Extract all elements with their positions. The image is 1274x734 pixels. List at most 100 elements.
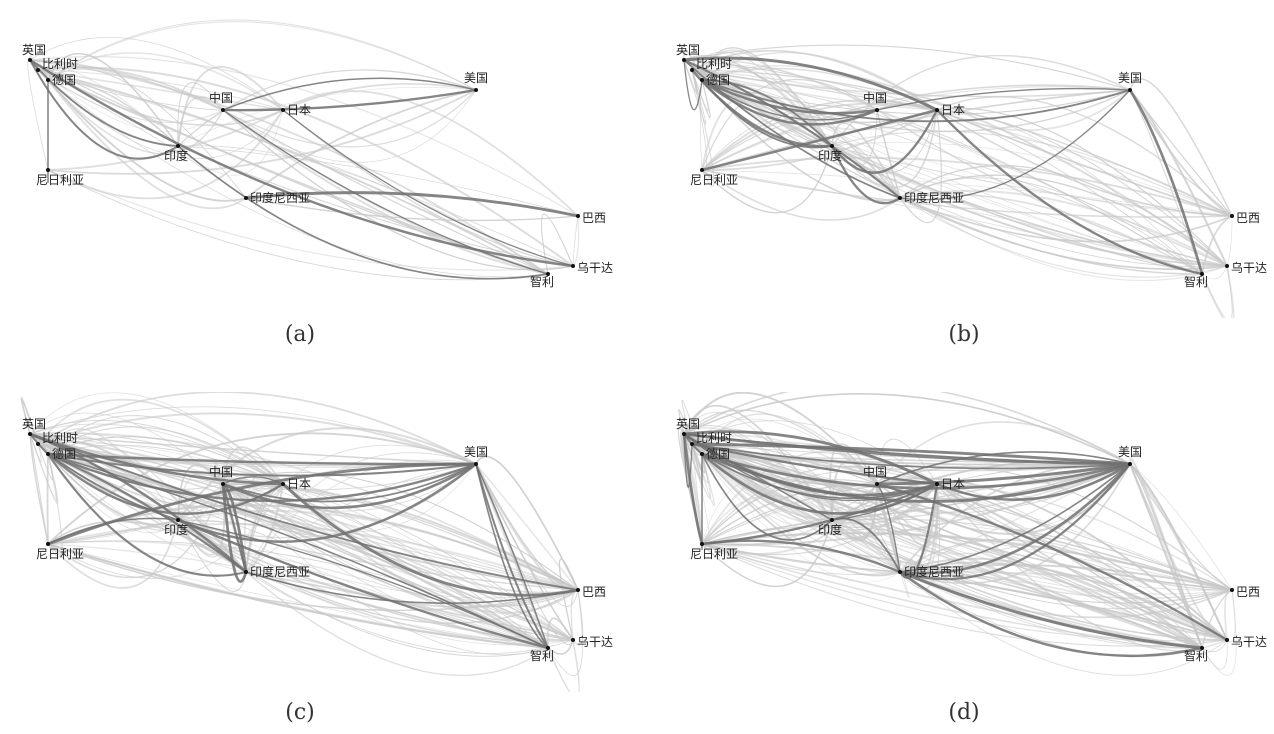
edge-light bbox=[683, 433, 1228, 641]
node-label-id: 印度尼西亚 bbox=[250, 190, 310, 205]
edge-light bbox=[37, 61, 49, 81]
node-label-jp: 日本 bbox=[287, 477, 311, 491]
edge-light bbox=[222, 483, 549, 649]
edge-light bbox=[831, 489, 901, 573]
edge-dark bbox=[222, 463, 477, 503]
edge-dark bbox=[475, 463, 549, 649]
edge-light bbox=[47, 519, 179, 589]
edge-light bbox=[701, 109, 938, 171]
node-label-id: 印度尼西亚 bbox=[250, 564, 310, 579]
edge-light bbox=[701, 169, 901, 221]
edge-dark bbox=[475, 463, 549, 649]
edge-light bbox=[701, 145, 833, 214]
edge-dark bbox=[899, 89, 1131, 201]
edge-light bbox=[547, 639, 574, 655]
edge-light bbox=[1201, 215, 1233, 280]
node-br bbox=[576, 214, 580, 218]
node-ng bbox=[700, 542, 704, 546]
edge-light bbox=[29, 433, 49, 545]
edge-light bbox=[683, 392, 1131, 465]
edge-light bbox=[876, 421, 1131, 485]
node-id bbox=[898, 570, 902, 574]
node-label-de: 德国 bbox=[706, 72, 730, 87]
edge-light bbox=[936, 109, 1203, 275]
edge-light bbox=[683, 393, 1131, 465]
edge-light bbox=[37, 69, 224, 123]
edge-light bbox=[222, 109, 549, 275]
node-label-cn: 中国 bbox=[863, 464, 887, 479]
edge-light bbox=[47, 432, 477, 545]
node-be bbox=[36, 442, 40, 446]
edge-light bbox=[47, 519, 179, 545]
edge-dark bbox=[222, 77, 477, 111]
edge-light bbox=[37, 69, 224, 155]
edge-dark bbox=[831, 109, 939, 174]
edge-light bbox=[29, 55, 579, 217]
edge-dark bbox=[282, 109, 574, 267]
edge-light bbox=[47, 540, 549, 649]
node-us bbox=[474, 88, 478, 92]
edge-light bbox=[47, 543, 549, 649]
edge-dark bbox=[29, 432, 247, 573]
edge-light bbox=[936, 107, 1228, 267]
node-label-jp: 日本 bbox=[941, 103, 965, 117]
edge-light bbox=[47, 79, 247, 202]
node-ug bbox=[571, 638, 575, 642]
edge-light bbox=[245, 571, 574, 654]
edge-light bbox=[701, 99, 938, 171]
edge-dark bbox=[876, 462, 1131, 486]
edge-light bbox=[47, 543, 549, 649]
edge-light bbox=[683, 44, 1131, 91]
edge-light bbox=[936, 483, 1203, 652]
edge-light bbox=[37, 412, 477, 465]
edge-light bbox=[831, 145, 1203, 275]
edge-light bbox=[899, 563, 1233, 591]
node-ug bbox=[571, 264, 575, 268]
node-label-de: 德国 bbox=[706, 446, 730, 461]
edge-dark bbox=[475, 463, 549, 649]
node-cn bbox=[221, 108, 225, 112]
edge-light bbox=[1201, 265, 1235, 318]
node-in bbox=[176, 144, 180, 148]
edge-dark bbox=[222, 88, 477, 112]
node-in bbox=[830, 518, 834, 522]
edge-dark bbox=[831, 483, 938, 522]
edge-light bbox=[47, 543, 579, 611]
edge-dark bbox=[701, 453, 938, 500]
edges bbox=[20, 392, 584, 692]
edge-light bbox=[1201, 639, 1228, 670]
edge-light bbox=[222, 463, 477, 532]
node-label-de: 德国 bbox=[52, 72, 76, 87]
node-cl bbox=[546, 646, 550, 650]
edge-light bbox=[572, 215, 579, 267]
edge-light bbox=[936, 96, 1233, 217]
edge-light bbox=[282, 483, 574, 641]
node-label-cl: 智利 bbox=[1184, 648, 1208, 663]
edge-dark bbox=[683, 432, 1131, 466]
node-de bbox=[46, 78, 50, 82]
node-label-id: 印度尼西亚 bbox=[904, 564, 964, 579]
node-label-cn: 中国 bbox=[863, 90, 887, 105]
node-jp bbox=[935, 482, 939, 486]
edge-light bbox=[540, 213, 574, 275]
edge-dark bbox=[47, 453, 284, 515]
edge-light bbox=[691, 443, 703, 545]
node-ng bbox=[46, 542, 50, 546]
node-ug bbox=[1225, 638, 1229, 642]
edge-light bbox=[1129, 463, 1203, 649]
node-label-in: 印度 bbox=[818, 522, 842, 537]
edge-dark bbox=[899, 463, 1131, 581]
edge-light bbox=[47, 169, 574, 271]
edges bbox=[27, 19, 580, 281]
node-br bbox=[576, 588, 580, 592]
edge-light bbox=[701, 543, 1228, 647]
caption-c: (c) bbox=[285, 700, 315, 725]
edge-light bbox=[47, 109, 284, 171]
edge-light bbox=[701, 86, 1131, 171]
edge-light bbox=[691, 69, 1203, 275]
edge-light bbox=[683, 59, 938, 111]
edge-dark bbox=[222, 482, 248, 573]
node-label-br: 巴西 bbox=[582, 585, 606, 599]
